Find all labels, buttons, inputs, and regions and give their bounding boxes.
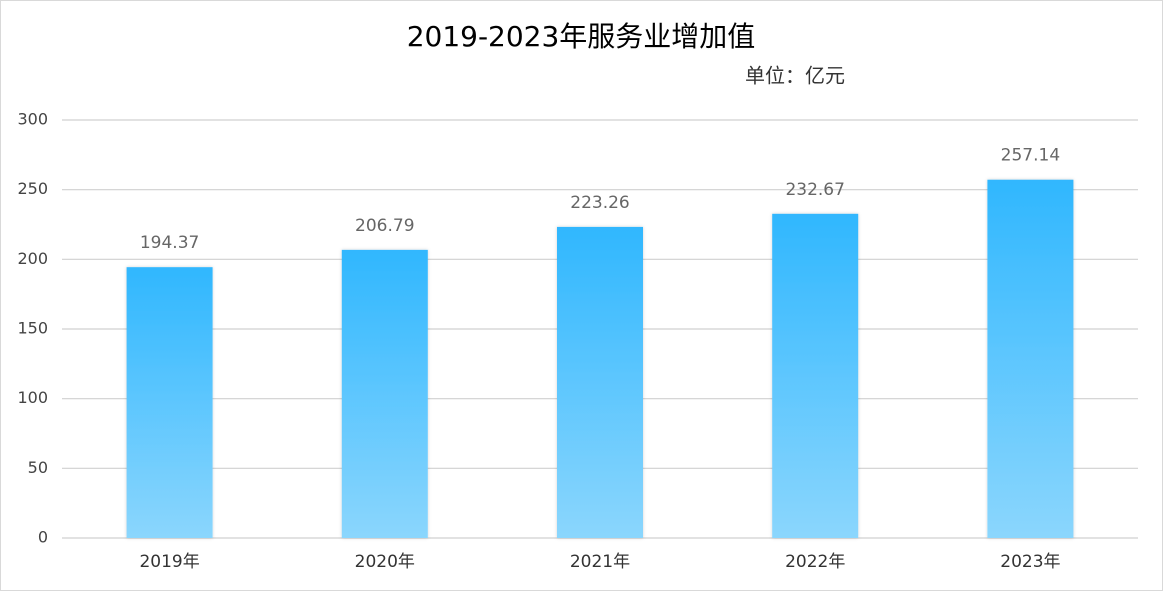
chart-subtitle: 单位：亿元 [745,64,845,88]
bar [557,226,643,539]
x-tick-label: 2020年 [355,552,415,572]
bar [772,213,859,538]
data-label: 194.37 [140,233,199,253]
y-tick-label: 250 [17,179,48,198]
y-tick-label: 200 [17,249,48,268]
bar [987,179,1074,538]
y-tick-label: 100 [17,388,48,407]
y-tick-label: 300 [17,110,48,129]
x-tick-label: 2023年 [1000,552,1060,572]
x-tick-label: 2019年 [139,552,199,572]
data-label: 223.26 [570,193,629,213]
x-tick-label: 2022年 [785,552,845,572]
data-label: 206.79 [355,216,414,236]
bar [126,267,213,538]
y-tick-label: 0 [38,528,48,547]
y-tick-label: 150 [17,319,48,338]
chart-title: 2019-2023年服务业增加值 [407,20,756,53]
y-tick-label: 50 [28,458,48,477]
data-label: 257.14 [1001,146,1060,166]
x-tick-label: 2021年 [570,552,630,572]
data-label: 232.67 [785,180,844,200]
bar [341,249,428,538]
